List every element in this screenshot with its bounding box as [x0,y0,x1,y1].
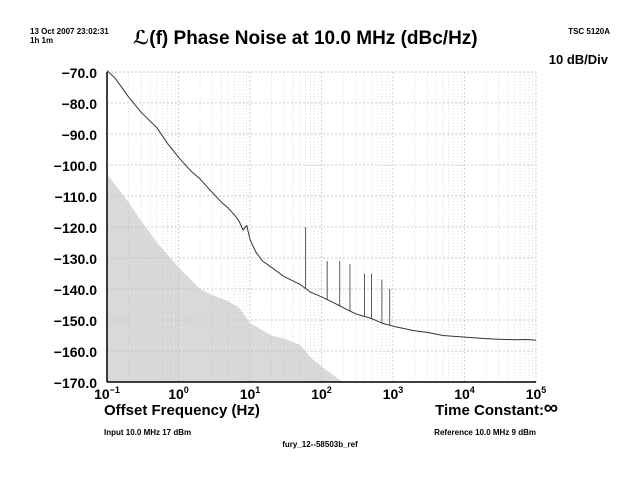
x-tick-label: 105 [526,385,547,402]
x-tick-label: 10−1 [94,385,120,402]
y-tick-label: −90.0 [62,127,98,143]
timestamp: 13 Oct 2007 23:02:31 [30,27,109,36]
time-constant-value: ∞ [543,397,558,419]
y-tick-label: −170.0 [54,375,97,391]
chart-title: ℒ(f) Phase Noise at 10.0 MHz (dBc/Hz) [133,28,478,49]
y-tick-label: −160.0 [54,344,97,360]
measurement-floor-area [107,174,343,382]
x-axis-label: Offset Frequency (Hz) [104,402,260,419]
x-tick-label: 102 [311,385,332,402]
phase-noise-trace [106,70,537,341]
y-tick-label: −110.0 [55,189,98,205]
y-tick-label: −70.0 [62,65,98,81]
x-tick-label: 101 [240,385,261,402]
y-tick-label: −80.0 [62,96,98,112]
y-tick-label: −140.0 [54,282,97,298]
x-tick-label: 103 [383,385,404,402]
y-tick-label: −100.0 [54,158,97,174]
x-tick-label: 100 [168,385,189,402]
x-tick-label: 104 [454,385,475,402]
scale-label: 10 dB/Div [548,52,608,67]
elapsed-time: 1h 1m [30,36,54,45]
y-tick-label: −150.0 [54,313,97,329]
time-constant-label: Time Constant: [435,402,544,419]
y-tick-label: −120.0 [54,220,97,236]
y-tick-label: −130.0 [54,251,97,267]
input-info: Input 10.0 MHz 17 dBm [104,428,192,437]
timestamp-block: 13 Oct 2007 23:02:31 1h 1m [30,27,109,45]
instrument-model: TSC 5120A [568,27,610,36]
file-name: fury_12--58503b_ref [282,440,358,449]
reference-info: Reference 10.0 MHz 9 dBm [434,428,536,437]
